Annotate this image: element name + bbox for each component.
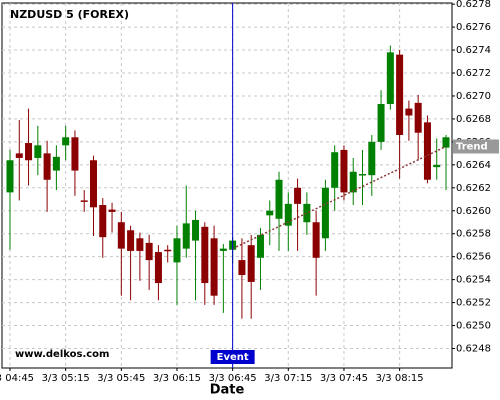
x-axis-title: Date xyxy=(210,383,245,398)
x-tick-label: 3/3 05:45 xyxy=(97,373,145,384)
x-tick-label: 3/3 07:15 xyxy=(264,373,312,384)
candle-body xyxy=(284,203,292,226)
candle-body xyxy=(247,245,255,282)
y-tick-label: 0.6256 xyxy=(456,252,491,263)
y-tick-label: 0.6248 xyxy=(456,343,491,354)
x-tick-label: 3/3 08:15 xyxy=(376,373,424,384)
x-tick-label: 3/3 05:15 xyxy=(42,373,90,384)
candle-body xyxy=(145,242,153,261)
candle-body xyxy=(238,260,246,276)
chart-title: NZDUSD 5 (FOREX) xyxy=(10,8,129,21)
candle-body xyxy=(423,122,431,180)
candle-body xyxy=(127,230,135,251)
candle-body xyxy=(359,174,367,176)
candle-body xyxy=(182,223,190,249)
candle-body xyxy=(386,52,394,105)
candle-body xyxy=(219,248,227,251)
y-tick-label: 0.6254 xyxy=(456,275,491,286)
candle-body xyxy=(192,219,200,241)
y-tick-label: 0.6252 xyxy=(456,298,491,309)
watermark: www.delkos.com xyxy=(15,349,109,360)
x-tick-label: 3/3 06:45 xyxy=(209,373,257,384)
candle-body xyxy=(25,143,33,161)
y-tick-label: 0.6264 xyxy=(456,160,491,171)
candle-body xyxy=(201,226,209,284)
y-tick-label: 0.6250 xyxy=(456,321,491,332)
candle-body xyxy=(15,153,23,158)
candle-body xyxy=(405,108,413,116)
candle-body xyxy=(414,102,422,133)
y-tick-label: 0.6272 xyxy=(456,68,491,79)
x-tick-label: 3/3 07:45 xyxy=(320,373,368,384)
y-tick-label: 0.6262 xyxy=(456,183,491,194)
event-label: Event xyxy=(217,352,249,363)
x-tick-label: 3/3 04:45 xyxy=(0,373,34,384)
candle-body xyxy=(80,200,88,202)
candle-body xyxy=(396,54,404,135)
candle-body xyxy=(368,141,376,176)
candle-body xyxy=(62,137,70,146)
x-tick-label: 3/3 06:15 xyxy=(153,373,201,384)
candle-body xyxy=(99,205,107,238)
candle-body xyxy=(294,187,302,204)
candle-body xyxy=(331,152,339,188)
candle-body xyxy=(349,171,357,193)
y-tick-label: 0.6274 xyxy=(456,45,491,56)
trend-label: Trend xyxy=(456,141,488,152)
candle-body xyxy=(89,160,97,208)
candle-body xyxy=(303,203,311,223)
candle-body xyxy=(52,156,60,171)
event-label-box xyxy=(210,350,255,364)
candle-body xyxy=(312,222,320,258)
candle-body xyxy=(377,104,385,142)
candle-body xyxy=(266,210,274,216)
y-tick-label: 0.6270 xyxy=(456,91,491,102)
candle-body xyxy=(275,179,283,219)
candle-body xyxy=(256,234,264,258)
trend-label-box xyxy=(453,139,499,154)
candle-body xyxy=(43,153,51,180)
candle-body xyxy=(321,187,329,239)
candle-body xyxy=(6,160,14,193)
candle-body xyxy=(173,238,181,263)
candle-body xyxy=(136,238,144,251)
y-tick-label: 0.6258 xyxy=(456,229,491,240)
candle-body xyxy=(442,137,450,148)
candle-body xyxy=(71,137,79,171)
candle-body xyxy=(108,209,116,212)
candle-body xyxy=(154,252,162,284)
candle-body xyxy=(210,238,218,296)
candle-body xyxy=(34,145,42,158)
y-tick-label: 0.6260 xyxy=(456,206,491,217)
candle-body xyxy=(340,149,348,193)
candle-body xyxy=(164,249,172,252)
y-tick-label: 0.6268 xyxy=(456,114,491,125)
trend-line xyxy=(232,145,447,250)
candle-body xyxy=(433,164,441,168)
y-tick-label: 0.6276 xyxy=(456,22,491,33)
plot-frame xyxy=(1,2,453,369)
candle-body xyxy=(117,222,125,249)
y-tick-label: 0.6278 xyxy=(456,0,491,10)
